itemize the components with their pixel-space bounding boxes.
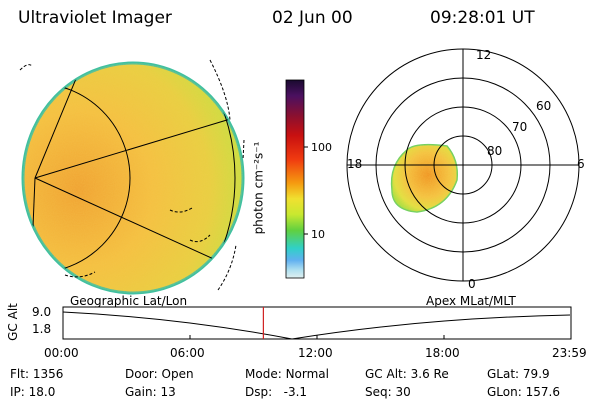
geographic-panel-label: Geographic Lat/Lon [70,294,188,308]
gain-value: 13 [160,385,176,399]
ip-status: IP: 18.0 [10,385,55,399]
polar-grid [346,48,580,282]
flt-value: 1356 [32,367,64,381]
door-label: Door: [125,367,158,381]
glon-status: GLon: 157.6 [487,385,560,399]
altitude-curve [62,311,571,340]
apex-panel-label: Apex MLat/MLT [426,294,516,308]
flt-label: Flt: [10,367,29,381]
glat-value: 79.9 [522,367,550,381]
timeline-y-tick-1-8: 1.8 [32,322,52,336]
time-tick-1800: 18:00 [425,346,460,360]
glat-label: GLat: [487,367,520,381]
image-time: 09:28:01 UT [430,8,535,28]
time-tick-1200: 12:00 [298,346,333,360]
timeline-y-tick-9: 9.0 [32,305,52,319]
mlt-label-12: 12 [476,48,491,62]
mlat-label-60: 60 [536,99,551,113]
timeline-y-label: GC Alt [5,303,20,341]
colorbar-tick-10: 10 [311,228,325,241]
gain-status: Gain: 13 [125,385,176,399]
mlt-label-6: 6 [577,157,585,171]
mode-value: Normal [285,367,329,381]
altitude-timeline [62,306,572,340]
ip-value: 18.0 [28,385,56,399]
coastline-outlines [19,59,245,291]
mlt-label-0: 0 [468,277,476,291]
mlt-label-18: 18 [347,157,362,171]
glat-status: GLat: 79.9 [487,367,550,381]
dsp-status: Dsp: -3.1 [245,385,307,399]
gain-label: Gain: [125,385,157,399]
gcalt-label: GC Alt: [365,367,407,381]
time-tick-0600: 06:00 [170,346,205,360]
image-date: 02 Jun 00 [272,8,353,28]
seq-label: Seq: [365,385,392,399]
timeline-ticks [189,335,445,339]
colorbar-unit-label: photon cm⁻²s⁻¹ [251,141,266,235]
glon-value: 157.6 [525,385,560,399]
dsp-value: -3.1 [283,385,308,399]
geographic-image [19,59,245,295]
seq-status: Seq: 30 [365,385,411,399]
mlat-label-70: 70 [512,120,527,134]
gcalt-value: 3.6 Re [410,367,449,381]
time-tick-0000: 00:00 [44,346,79,360]
door-status: Door: Open [125,367,194,381]
colorbar-tick-100: 100 [311,141,332,154]
colorbar [285,79,308,279]
mlat-label-80: 80 [487,144,502,158]
seq-value: 30 [395,385,411,399]
dsp-label: Dsp: [245,385,273,399]
flt-status: Flt: 1356 [10,367,63,381]
gcalt-status: GC Alt: 3.6 Re [365,367,449,381]
glon-label: GLon: [487,385,522,399]
polar-plot: 12 18 6 0 60 70 80 [346,48,585,291]
door-value: Open [161,367,194,381]
instrument-title: Ultraviolet Imager [18,8,172,28]
ip-label: IP: [10,385,25,399]
mode-label: Mode: [245,367,282,381]
time-tick-2359: 23:59 [552,346,587,360]
mode-status: Mode: Normal [245,367,329,381]
